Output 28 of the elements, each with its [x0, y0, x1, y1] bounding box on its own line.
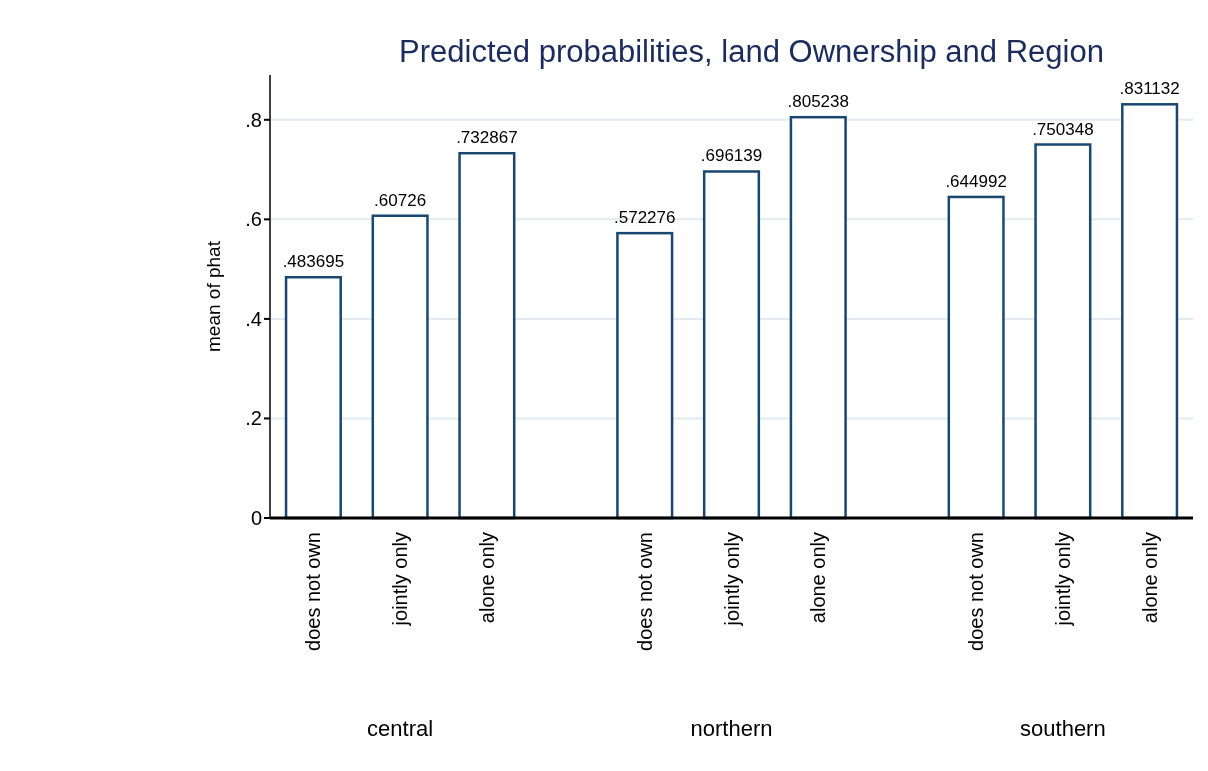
data-label: .732867: [456, 128, 518, 148]
y-tick-label: .2: [245, 407, 262, 430]
x-tick-label: jointly only: [389, 532, 412, 627]
x-tick-label: jointly only: [1051, 532, 1074, 627]
x-tick-label: alone only: [475, 532, 498, 624]
x-tick-label: does not own: [302, 532, 325, 651]
data-label: .696139: [700, 146, 763, 166]
y-tick-label: .8: [245, 108, 262, 131]
chart-title: Predicted probabilities, land Ownership and Region: [399, 34, 1104, 69]
data-label: .483695: [282, 252, 345, 272]
x-tick-label: alone only: [807, 532, 830, 624]
data-label: .750348: [1032, 119, 1094, 139]
y-tick-label: .4: [245, 307, 262, 330]
x-tick-label: jointly only: [720, 532, 743, 627]
data-label: .60726: [374, 190, 427, 210]
y-tick-label: .6: [245, 208, 262, 231]
x-tick-label: does not own: [633, 532, 656, 651]
data-label: .572276: [614, 208, 676, 228]
y-tick-label: 0: [250, 507, 262, 529]
text: southern: [1020, 716, 1106, 741]
y-axis-title: mean of phat: [203, 240, 224, 352]
data-label: .805238: [787, 92, 849, 112]
text: northern: [690, 716, 773, 741]
data-label: .644992: [945, 171, 1007, 191]
data-label: .831132: [1119, 79, 1180, 99]
text: central: [367, 716, 434, 741]
x-tick-label: alone only: [1138, 532, 1161, 624]
x-tick-label: does not own: [965, 532, 988, 651]
